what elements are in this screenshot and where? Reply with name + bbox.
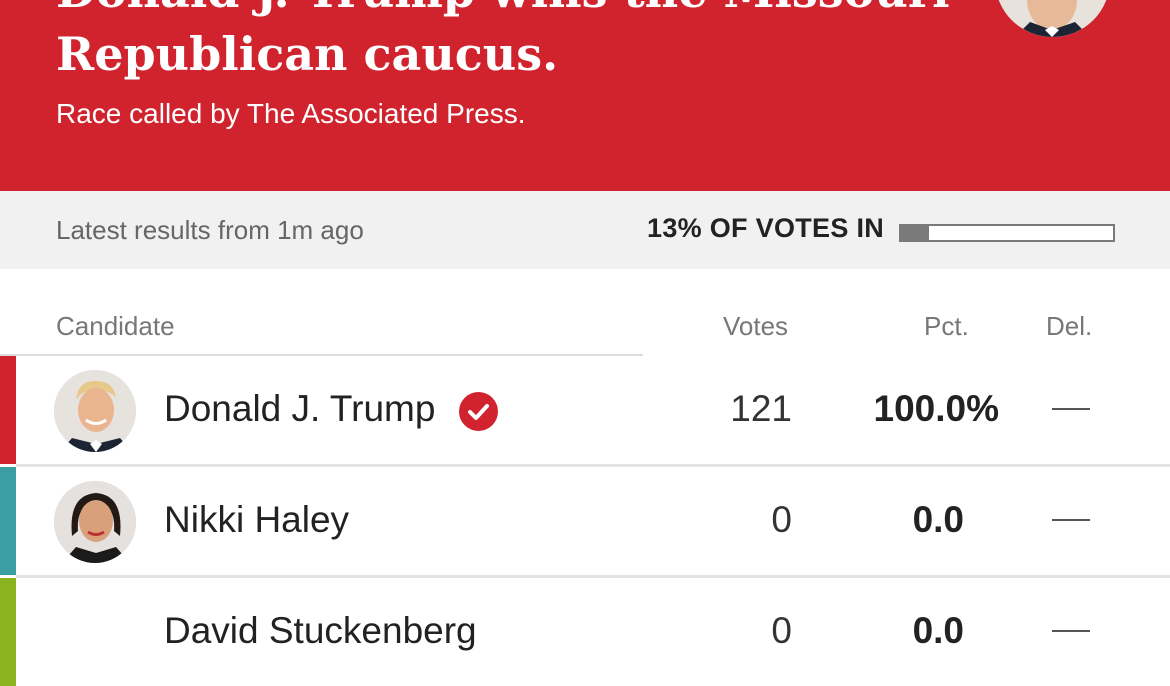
candidate-pct: 100.0% (873, 388, 1000, 429)
haley-portrait-icon (54, 481, 136, 563)
race-called-note: Race called by The Associated Press. (56, 98, 526, 129)
column-header-votes: Votes (723, 311, 789, 341)
header-divider (0, 354, 643, 356)
votes-in-progress-bar (899, 224, 1115, 242)
headline-line-1: Donald J. Trump wins the Missouri (56, 0, 950, 18)
progress-fill (901, 226, 929, 240)
last-updated-text: Latest results from 1m ago (56, 215, 364, 245)
votes-in-label: 13% OF VOTES IN (647, 213, 885, 243)
results-status-bar: Latest results from 1m ago 13% OF VOTES … (0, 191, 1170, 269)
winner-check-icon (459, 392, 498, 431)
column-header-candidate: Candidate (56, 311, 175, 341)
delegates-dash (1052, 630, 1090, 632)
candidate-votes: 121 (730, 388, 792, 429)
party-color-bar (0, 356, 16, 464)
winner-header-avatar (995, 0, 1110, 37)
candidate-name: Donald J. Trump (164, 388, 436, 429)
trump-portrait-icon (54, 370, 136, 452)
table-row[interactable]: Donald J. Trump 121 100.0% (0, 356, 1170, 467)
column-header-del: Del. (1046, 311, 1093, 341)
delegates-dash (1052, 408, 1090, 410)
headline-line-2: Republican caucus. (56, 27, 559, 81)
candidate-avatar (54, 481, 136, 563)
party-color-bar (0, 467, 16, 575)
candidate-votes: 0 (771, 499, 792, 540)
column-header-pct: Pct. (924, 311, 969, 341)
candidate-pct: 0.0 (912, 499, 964, 540)
race-headline: Donald J. Trump wins the Missouri Republ… (56, 0, 956, 86)
candidate-avatar (54, 370, 136, 452)
candidate-name: David Stuckenberg (164, 610, 477, 651)
candidate-pct: 0.0 (912, 610, 964, 651)
row-divider (16, 464, 1170, 467)
table-row[interactable]: Nikki Haley 0 0.0 (0, 467, 1170, 578)
row-divider (16, 575, 1170, 578)
portrait-icon (995, 0, 1110, 37)
candidate-name: Nikki Haley (164, 499, 350, 540)
table-row[interactable]: David Stuckenberg 0 0.0 (0, 578, 1170, 686)
delegates-dash (1052, 519, 1090, 521)
candidate-votes: 0 (771, 610, 792, 651)
party-color-bar (0, 578, 16, 686)
race-header: Donald J. Trump wins the Missouri Republ… (0, 0, 1170, 191)
